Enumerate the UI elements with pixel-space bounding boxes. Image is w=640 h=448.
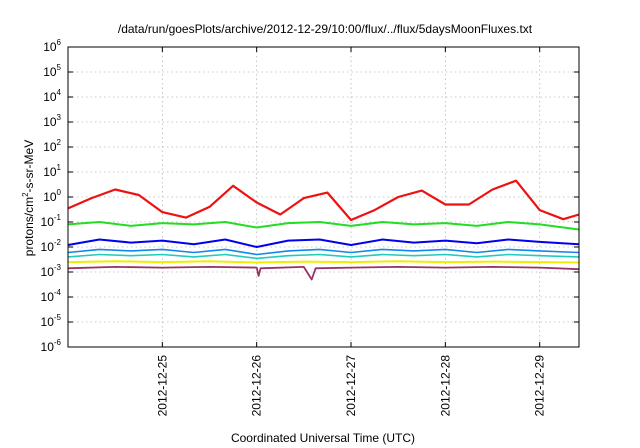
x-tick-label: 2012-12-27 <box>344 355 358 417</box>
y-tick-label-exponent: -6 <box>54 338 62 347</box>
series-layer <box>67 179 580 281</box>
grid <box>68 47 579 347</box>
x-axis-label: Coordinated Universal Time (UTC) <box>231 431 415 445</box>
y-tick-label-exponent: 0 <box>57 188 62 197</box>
y-tick-label: 102 <box>43 138 61 154</box>
y-tick-label: 104 <box>43 88 61 104</box>
y-tick-label: 106 <box>43 38 61 54</box>
y-tick-label: 103 <box>43 113 61 129</box>
y-tick-label-base: 10 <box>43 165 57 179</box>
y-tick-label-base: 10 <box>43 90 57 104</box>
y-tick-label-base: 10 <box>41 340 55 354</box>
y-tick-label-base: 10 <box>43 190 57 204</box>
y-tick-label: 101 <box>43 163 61 179</box>
chart-title: /data/run/goesPlots/archive/2012-12-29/1… <box>118 22 533 36</box>
y-axis-label: protons/cm2-s-sr-MeV <box>21 140 36 256</box>
y-tick-label: 10-5 <box>41 313 62 329</box>
series-line-6 <box>67 260 580 264</box>
series-line-1 <box>67 179 580 222</box>
y-tick-label-base: 10 <box>43 65 57 79</box>
y-tick-label-base: 10 <box>43 115 57 129</box>
y-tick-label: 10-1 <box>41 213 62 229</box>
y-tick-label-base: 10 <box>41 315 55 329</box>
y-tick-label: 10-3 <box>41 263 62 279</box>
y-axis: 10-610-510-410-310-210-11001011021031041… <box>41 38 579 354</box>
y-tick-label-base: 10 <box>41 215 55 229</box>
y-tick-label: 10-4 <box>41 288 62 304</box>
x-tick-label: 2012-12-28 <box>438 355 452 417</box>
series-line-2 <box>67 221 580 231</box>
y-tick-label-base: 10 <box>41 240 55 254</box>
y-tick-label-base: 10 <box>43 40 57 54</box>
series-line-5 <box>67 253 580 260</box>
y-tick-label-exponent: 4 <box>57 88 62 97</box>
series-line-4 <box>67 248 580 256</box>
y-tick-label-base: 10 <box>41 265 55 279</box>
y-tick-label-exponent: -2 <box>54 238 62 247</box>
x-tick-label: 2012-12-25 <box>155 355 169 417</box>
y-tick-label-exponent: 1 <box>57 163 62 172</box>
x-tick-label: 2012-12-26 <box>250 355 264 417</box>
y-tick-label-exponent: 6 <box>57 38 62 47</box>
y-tick-label-exponent: 5 <box>57 63 62 72</box>
y-tick-label: 10-6 <box>41 338 62 354</box>
series-line-3 <box>67 238 580 248</box>
y-tick-label-base: 10 <box>41 290 55 304</box>
series-line-7 <box>67 265 580 281</box>
y-tick-label-exponent: -4 <box>54 288 62 297</box>
y-tick-label: 105 <box>43 63 61 79</box>
y-tick-label-exponent: -5 <box>54 313 62 322</box>
y-tick-label-exponent: 2 <box>57 138 62 147</box>
y-tick-label-exponent: -3 <box>54 263 62 272</box>
x-tick-label: 2012-12-29 <box>533 355 547 417</box>
x-axis: 2012-12-25 2012-12-26 2012-12-27 2012-12-28… <box>155 47 547 417</box>
y-tick-label-exponent: 3 <box>57 113 62 122</box>
y-axis-label-text: -s-sr-MeV <box>22 140 36 193</box>
y-tick-label: 100 <box>43 188 61 204</box>
y-tick-label-base: 10 <box>43 140 57 154</box>
y-axis-label-text: protons/cm <box>22 197 36 256</box>
y-tick-label: 10-2 <box>41 238 62 254</box>
y-tick-label-exponent: -1 <box>54 213 62 222</box>
y-axis-label-superscript: 2 <box>21 192 30 197</box>
